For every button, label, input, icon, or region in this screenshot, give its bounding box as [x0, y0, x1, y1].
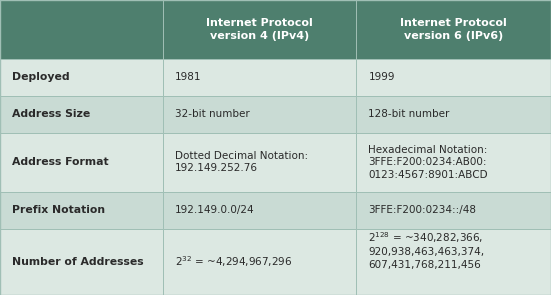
Bar [356, 229, 551, 295]
Text: Internet Protocol
version 4 (IPv4): Internet Protocol version 4 (IPv4) [206, 18, 313, 41]
Bar [163, 59, 356, 96]
Bar [163, 0, 356, 59]
Text: 3FFE:F200:0234::/48: 3FFE:F200:0234::/48 [369, 205, 477, 215]
Bar [163, 192, 356, 229]
Text: 192.149.0.0/24: 192.149.0.0/24 [175, 205, 254, 215]
Text: 32-bit number: 32-bit number [175, 109, 249, 119]
Bar [356, 133, 551, 192]
Bar [163, 229, 356, 295]
Text: Prefix Notation: Prefix Notation [12, 205, 105, 215]
Text: Dotted Decimal Notation:
192.149.252.76: Dotted Decimal Notation: 192.149.252.76 [175, 151, 307, 173]
Text: $2^{128}$ = ~340,282,366,
920,938,463,463,374,
607,431,768,211,456: $2^{128}$ = ~340,282,366, 920,938,463,46… [369, 230, 485, 270]
Bar [0, 192, 163, 229]
Bar [356, 192, 551, 229]
Bar [356, 96, 551, 133]
Text: Deployed: Deployed [12, 73, 69, 82]
Bar [0, 59, 163, 96]
Bar [356, 0, 551, 59]
Bar [163, 96, 356, 133]
Bar [0, 133, 163, 192]
Bar [356, 59, 551, 96]
Text: 1999: 1999 [369, 73, 395, 82]
Text: Hexadecimal Notation:
3FFE:F200:0234:AB00:
0123:4567:8901:ABCD: Hexadecimal Notation: 3FFE:F200:0234:AB0… [369, 145, 488, 180]
Text: Number of Addresses: Number of Addresses [12, 257, 144, 267]
Bar [0, 96, 163, 133]
Bar [163, 133, 356, 192]
Text: 1981: 1981 [175, 73, 201, 82]
Text: Internet Protocol
version 6 (IPv6): Internet Protocol version 6 (IPv6) [401, 18, 507, 41]
Text: 128-bit number: 128-bit number [369, 109, 450, 119]
Text: $2^{32}$ = ~4,294,967,296: $2^{32}$ = ~4,294,967,296 [175, 254, 292, 269]
Bar [0, 0, 163, 59]
Text: Address Format: Address Format [12, 157, 109, 167]
Bar [0, 229, 163, 295]
Text: Address Size: Address Size [12, 109, 90, 119]
